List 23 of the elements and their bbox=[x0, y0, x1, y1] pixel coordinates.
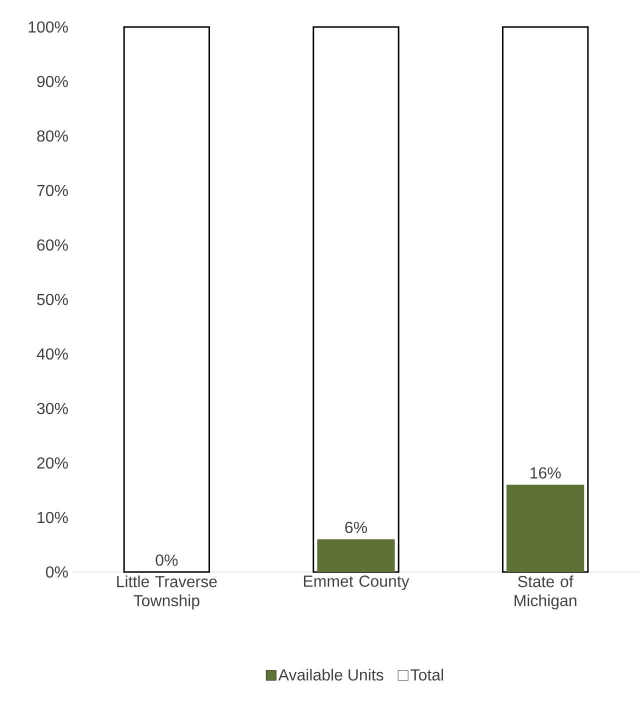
data-label: 16% bbox=[530, 467, 561, 479]
bar bbox=[317, 539, 395, 572]
y-tick-label: 20% bbox=[37, 457, 68, 469]
y-tick-label: 30% bbox=[37, 402, 68, 414]
y-tick-label: 50% bbox=[37, 294, 68, 306]
y-tick-label: 60% bbox=[37, 239, 68, 251]
y-tick-label: 80% bbox=[37, 130, 68, 142]
y-tick-label: 0% bbox=[46, 566, 68, 578]
x-tick-label: State of Michigan bbox=[514, 576, 576, 610]
data-label: 0% bbox=[156, 554, 178, 566]
y-tick-label: 10% bbox=[38, 512, 68, 524]
legend-label: Available Units bbox=[278, 668, 384, 681]
y-tick-label: 70% bbox=[37, 184, 68, 196]
bar bbox=[123, 26, 210, 573]
y-tick-label: 100% bbox=[28, 21, 68, 33]
x-tick-label: Little Traverse Township bbox=[117, 576, 217, 610]
y-tick-label: 40% bbox=[36, 348, 68, 360]
bar bbox=[506, 484, 584, 572]
data-label: 6% bbox=[345, 522, 367, 534]
bar bbox=[312, 26, 400, 573]
legend-label: Total bbox=[410, 668, 444, 681]
x-tick-label: Emmet County bbox=[304, 576, 410, 590]
y-tick-label: 90% bbox=[37, 76, 68, 88]
